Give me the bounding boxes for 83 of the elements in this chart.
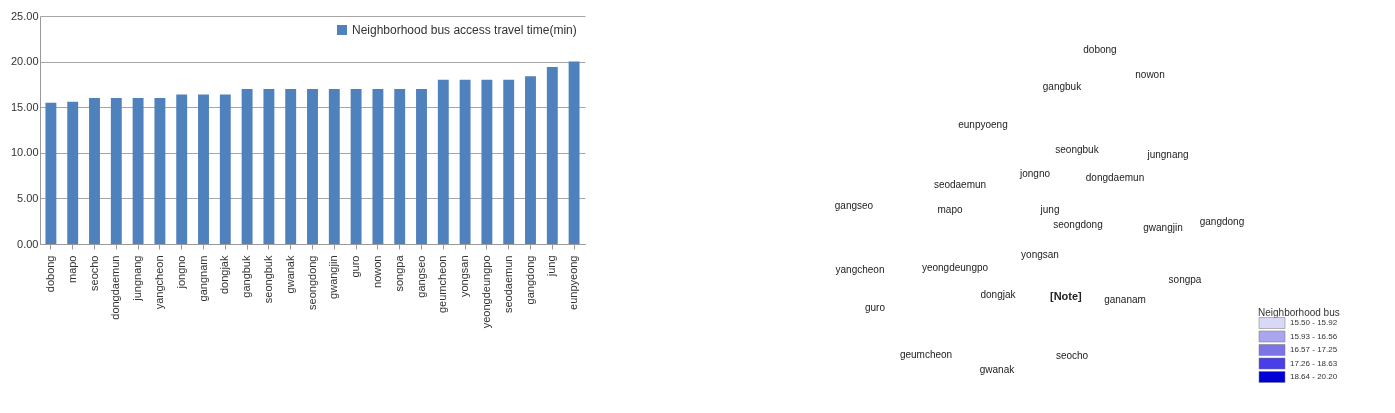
x-tick-label: jung [545, 255, 558, 278]
text: gwangjin [1143, 222, 1183, 233]
x-tick-label: dongjak [218, 255, 231, 295]
bar [459, 79, 471, 244]
x-tick-label: seongdong [305, 255, 318, 310]
category-label: 16.57 - 17.25 [1290, 345, 1338, 354]
bar [45, 102, 57, 244]
bar [89, 98, 100, 244]
bar [525, 76, 536, 244]
bar [503, 79, 515, 244]
x-tick-label: gangnam [196, 255, 209, 302]
y-tick-label: 10.00 [10, 146, 39, 159]
y-tick-label: 15.00 [10, 100, 39, 113]
text: seongbuk [1055, 144, 1100, 155]
x-tick-label: yongsan [458, 255, 471, 298]
text: jungnang [1146, 149, 1189, 160]
x-tick-label: gwangjin [327, 255, 340, 299]
legend-label: Neighborhood bus access travel time(min) [352, 23, 577, 37]
bar [176, 94, 188, 244]
category-label: 18.64 - 20.20 [1290, 372, 1338, 381]
category-label: 15.93 - 16.56 [1290, 331, 1338, 341]
category-label: 15.50 - 15.92 [1290, 318, 1338, 327]
y-tick-label: 25.00 [10, 9, 39, 22]
text: gwanak [979, 364, 1016, 375]
text: jongno [1018, 168, 1051, 179]
text: jung [1039, 204, 1060, 215]
text: gangseo [834, 200, 874, 211]
text: nowon [1135, 69, 1165, 80]
bar [198, 94, 209, 244]
text: geumcheon [899, 349, 953, 360]
bar [372, 88, 384, 244]
bar [307, 88, 318, 244]
bar [437, 79, 449, 244]
y-tick-label: 20.00 [10, 55, 39, 68]
text: seongdong [1053, 219, 1103, 230]
x-tick-label: gangdong [523, 255, 536, 305]
x-tick-label: gangbuk [240, 255, 253, 298]
text: mapo [937, 204, 963, 215]
x-tick-label: jongno [174, 255, 187, 290]
x-tick-label: gangseo [414, 255, 427, 298]
y-tick-label: 5.00 [17, 191, 39, 204]
bar [568, 61, 580, 244]
bar [285, 88, 297, 244]
text: seodaemun [933, 179, 987, 190]
bar [154, 98, 166, 244]
bar [263, 88, 275, 244]
bar [416, 88, 427, 244]
bar [328, 88, 340, 244]
text: gananam [1104, 294, 1146, 305]
text: gangbuk [1042, 81, 1083, 92]
bar [110, 98, 122, 244]
text: [Note] [1050, 290, 1083, 302]
x-tick-label: gwanak [283, 255, 296, 294]
x-tick-label: eunpyeong [567, 255, 580, 310]
x-tick-label: dongdaemun [109, 255, 122, 320]
legend-title: Neighborhood bus [1258, 307, 1340, 318]
x-tick-label: seongbuk [261, 255, 274, 304]
text: seocho [1055, 350, 1089, 361]
x-tick-label: yangcheon [152, 255, 165, 310]
bar [67, 101, 79, 244]
x-tick-label: songpa [392, 254, 405, 292]
x-tick-label: guro [349, 255, 362, 278]
bar [350, 88, 362, 244]
bar [546, 67, 558, 244]
text: eunpyoeng [958, 119, 1008, 130]
bar [241, 88, 253, 244]
x-tick-label: mapo [65, 255, 78, 284]
x-tick-label: nowon [370, 255, 383, 288]
text: dongdaemun [1085, 172, 1145, 183]
x-tick-label: yeongdeungpo [479, 255, 492, 329]
bar [481, 79, 493, 244]
text: gangdong [1199, 216, 1245, 227]
x-tick-label: seocho [87, 255, 100, 291]
x-tick-label: dobong [43, 255, 56, 293]
category-label: 17.26 - 18.63 [1290, 358, 1338, 368]
x-tick-label: geumcheon [436, 255, 449, 313]
bar [132, 98, 144, 244]
x-tick-label: seodaemun [501, 255, 514, 313]
bar [394, 88, 406, 244]
bar [219, 94, 231, 244]
y-tick-label: 0.00 [17, 237, 39, 250]
text: dobong [1083, 44, 1117, 55]
x-tick-label: jungnang [131, 255, 144, 302]
